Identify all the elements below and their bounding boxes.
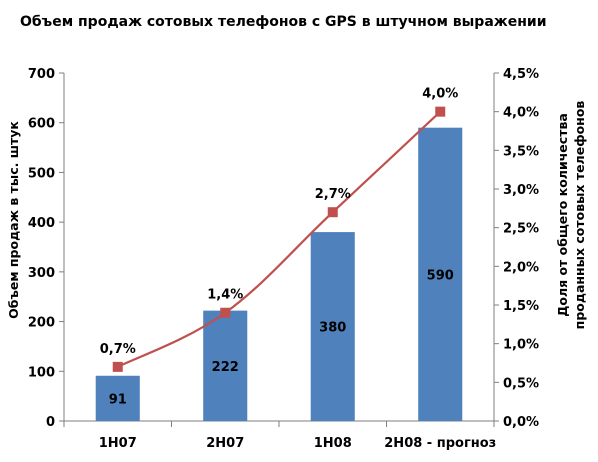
line-point-marker bbox=[435, 106, 446, 117]
chart-title: Объем продаж сотовых телефонов с GPS в ш… bbox=[20, 14, 547, 30]
bar-series bbox=[95, 127, 463, 421]
y-right-tick-label: 0,5% bbox=[503, 376, 539, 391]
bar-value-label: 91 bbox=[109, 392, 127, 407]
y-right-tick-label: 1,0% bbox=[503, 338, 539, 353]
data-labels: 91 222 380 590 0,7% 1,4% 2,7% 4,0% bbox=[100, 87, 459, 408]
y-right-tick-label: 0,0% bbox=[503, 415, 539, 430]
y-left-tick-label: 500 bbox=[28, 166, 55, 181]
x-tick-label: 1H07 bbox=[99, 436, 137, 451]
line-point-marker bbox=[327, 207, 338, 218]
line-value-label: 2,7% bbox=[315, 187, 351, 202]
bar bbox=[203, 310, 248, 421]
y-left-axis-title: Объем продаж в тыс. штук bbox=[6, 121, 21, 319]
y-right-tick-label: 2,5% bbox=[503, 222, 539, 237]
x-tick-label: 2H07 bbox=[206, 436, 244, 451]
y-right-tick-label: 1,5% bbox=[503, 299, 539, 314]
y-left-tick-label: 0 bbox=[46, 415, 55, 430]
y-right-tick-label: 3,5% bbox=[503, 144, 539, 159]
line-value-label: 1,4% bbox=[207, 288, 243, 303]
y-left-tick-label: 100 bbox=[28, 365, 55, 380]
bar bbox=[95, 375, 140, 421]
y-left-tick-label: 400 bbox=[28, 216, 55, 231]
y-right-tick-label: 4,5% bbox=[503, 67, 539, 82]
y-left-tick-label: 600 bbox=[28, 117, 55, 132]
y-right-axis-title-line1: Доля от общего количества bbox=[555, 113, 570, 317]
line-point-marker bbox=[220, 307, 231, 318]
x-tick-label: 2H08 - прогноз bbox=[384, 436, 496, 451]
axes: 0 100 200 300 400 500 600 700 0,0% 0,5% 1,0% 1,5% 2,… bbox=[28, 67, 539, 451]
bar-value-label: 590 bbox=[427, 268, 454, 283]
share-line bbox=[117, 110, 442, 368]
line-value-label: 0,7% bbox=[100, 342, 136, 357]
y-left-tick-label: 300 bbox=[28, 266, 55, 281]
y-right-axis-title-line2: проданных сотовых телефонов bbox=[572, 101, 587, 330]
bar bbox=[310, 232, 355, 421]
y-right-tick-label: 4,0% bbox=[503, 106, 539, 121]
x-tick-label: 1H08 bbox=[314, 436, 352, 451]
y-left-tick-label: 200 bbox=[28, 316, 55, 331]
line-point-marker bbox=[112, 361, 123, 372]
y-right-tick-label: 3,0% bbox=[503, 183, 539, 198]
y-right-tick-label: 2,0% bbox=[503, 260, 539, 275]
y-left-tick-label: 700 bbox=[28, 67, 55, 82]
bar-value-label: 380 bbox=[319, 321, 346, 336]
line-value-label: 4,0% bbox=[422, 87, 458, 102]
bar-value-label: 222 bbox=[212, 360, 239, 375]
bar bbox=[418, 127, 463, 421]
line-series bbox=[112, 106, 446, 372]
